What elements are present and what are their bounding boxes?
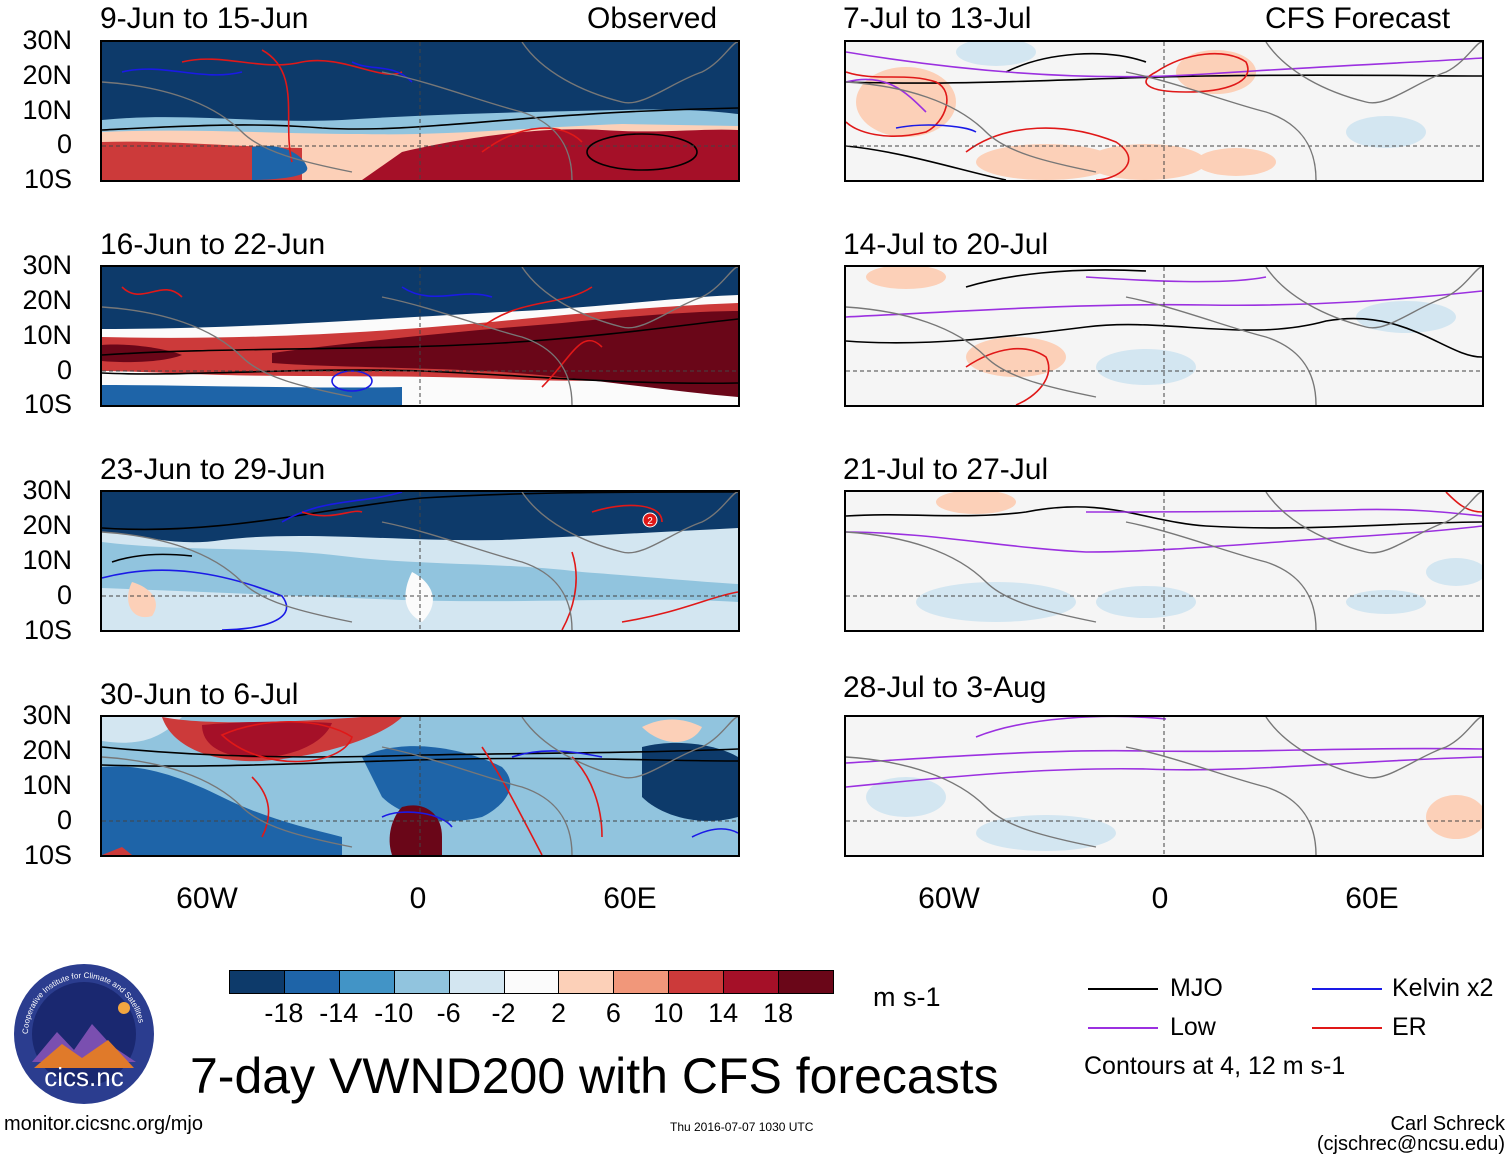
cfs-forecast-label: CFS Forecast (1265, 2, 1451, 35)
colorbar-tick-label: 2 (550, 998, 566, 1028)
observed-period-4-title: 30-Jun to 6-Jul (100, 678, 299, 711)
colorbar-bin (723, 970, 780, 994)
legend-low-line (1088, 1027, 1158, 1029)
observed-period-3-title: 23-Jun to 29-Jun (100, 453, 326, 486)
colorbar-tick-label: 14 (708, 998, 739, 1028)
colorbar-bin (448, 970, 505, 994)
colorbar-tick-label: -2 (491, 998, 516, 1028)
cicsnc-logo: cics.nc Cooperative Institute for Climat… (12, 962, 156, 1106)
forecast-period-1-title: 7-Jul to 13-Jul (843, 2, 1032, 35)
lon-tick-0: 0 (409, 882, 427, 915)
legend-mjo-line (1088, 988, 1158, 990)
colorbar-tick-label: -6 (436, 998, 461, 1028)
legend-er-label: ER (1392, 1013, 1427, 1041)
vwnd-field-map (846, 42, 1482, 180)
colorbar-bin (338, 970, 395, 994)
colorbar-bin (503, 970, 560, 994)
lat-tick-30n: 30N (22, 25, 72, 55)
lon-tick-60w: 60W (176, 882, 238, 915)
lat-tick-20n: 20N (22, 60, 72, 90)
legend-mjo-label: MJO (1170, 974, 1223, 1002)
observed-map-panel-2 (100, 265, 740, 407)
colorbar-bin (778, 970, 834, 994)
lat-tick-10s: 10S (23, 615, 72, 645)
cicsnc-logo-graphic: cics.nc Cooperative Institute for Climat… (14, 964, 154, 1104)
colorbar-bin (558, 970, 615, 994)
colorbar-bin (393, 970, 450, 994)
forecast-map-panel-2 (844, 265, 1484, 407)
vwnd-field-map (846, 717, 1482, 855)
colorbar-tick-label: -18 (264, 998, 304, 1028)
vwnd-field-map (102, 717, 738, 855)
forecast-period-3-title: 21-Jul to 27-Jul (843, 453, 1049, 486)
storm-marker: 2 (642, 512, 658, 528)
colorbar-tick-label: 18 (763, 998, 794, 1028)
lat-tick-10n: 10N (22, 95, 72, 125)
footer-url[interactable]: monitor.cicsnc.org/mjo (4, 1113, 203, 1135)
logo-text: cics.nc (44, 1062, 123, 1092)
observed-period-2-title: 16-Jun to 22-Jun (100, 228, 326, 261)
lon-tick-60e: 60E (603, 882, 657, 915)
observed-map-panel-1 (100, 40, 740, 182)
lon-tick-0: 0 (1151, 882, 1169, 915)
footer-credit: Carl Schreck (cjschrec@ncsu.edu) (1316, 1113, 1505, 1155)
lat-tick-10s: 10S (23, 840, 72, 870)
observed-map-panel-3: 2 (100, 490, 740, 632)
colorbar-tick-label: -14 (319, 998, 359, 1028)
lat-tick-10n: 10N (22, 545, 72, 575)
footer-timestamp: Thu 2016-07-07 1030 UTC (670, 1120, 814, 1134)
lat-tick-10n: 10N (22, 770, 72, 800)
colorbar-tick-label: -10 (374, 998, 414, 1028)
legend-low-label: Low (1170, 1013, 1216, 1041)
storm-marker-label: 2 (647, 516, 653, 527)
colorbar (229, 970, 834, 994)
lat-tick-10s: 10S (23, 164, 72, 194)
lat-tick-0: 0 (56, 129, 72, 159)
lat-tick-20n: 20N (22, 510, 72, 540)
forecast-map-panel-3 (844, 490, 1484, 632)
lat-tick-30n: 30N (22, 700, 72, 730)
colorbar-bin (229, 970, 285, 994)
vwnd-field-map (102, 42, 738, 180)
forecast-period-2-title: 14-Jul to 20-Jul (843, 228, 1049, 261)
lon-tick-60e: 60E (1345, 882, 1399, 915)
legend-kelvin-line (1312, 988, 1382, 990)
legend-contour-note: Contours at 4, 12 m s-1 (1084, 1052, 1346, 1080)
colorbar-tick-label: 6 (605, 998, 621, 1028)
legend: MJO Kelvin x2 Low ER Contours at 4, 12 m… (1080, 970, 1510, 1100)
forecast-period-4-title: 28-Jul to 3-Aug (843, 671, 1047, 704)
colorbar-bin (283, 970, 340, 994)
legend-er-line (1312, 1027, 1382, 1029)
lat-tick-10n: 10N (22, 320, 72, 350)
observed-map-panel-4 (100, 715, 740, 857)
vwnd-field-map: 2 (102, 492, 738, 630)
forecast-map-panel-1 (844, 40, 1484, 182)
lat-tick-30n: 30N (22, 250, 72, 280)
forecast-map-panel-4 (844, 715, 1484, 857)
observed-period-1-title: 9-Jun to 15-Jun (100, 2, 309, 35)
lat-tick-10s: 10S (23, 389, 72, 419)
lat-tick-0: 0 (56, 355, 72, 385)
lat-tick-0: 0 (56, 805, 72, 835)
colorbar-unit: m s-1 (873, 982, 941, 1012)
vwnd-field-map (846, 267, 1482, 405)
lon-tick-60w: 60W (918, 882, 980, 915)
colorbar-bin (668, 970, 725, 994)
figure-title: 7-day VWND200 with CFS forecasts (190, 1048, 999, 1104)
vwnd-field-map (846, 492, 1482, 630)
colorbar-tick-label: 10 (653, 998, 684, 1028)
vwnd-field-map (102, 267, 738, 405)
legend-kelvin-label: Kelvin x2 (1392, 974, 1494, 1002)
colorbar-labels: -18 -14 -10 -6 -2 2 6 10 14 18 (229, 998, 833, 1028)
lat-tick-30n: 30N (22, 475, 72, 505)
lat-tick-20n: 20N (22, 735, 72, 765)
observed-label: Observed (587, 2, 718, 35)
colorbar-bin (613, 970, 670, 994)
lat-tick-20n: 20N (22, 285, 72, 315)
lat-tick-0: 0 (56, 580, 72, 610)
